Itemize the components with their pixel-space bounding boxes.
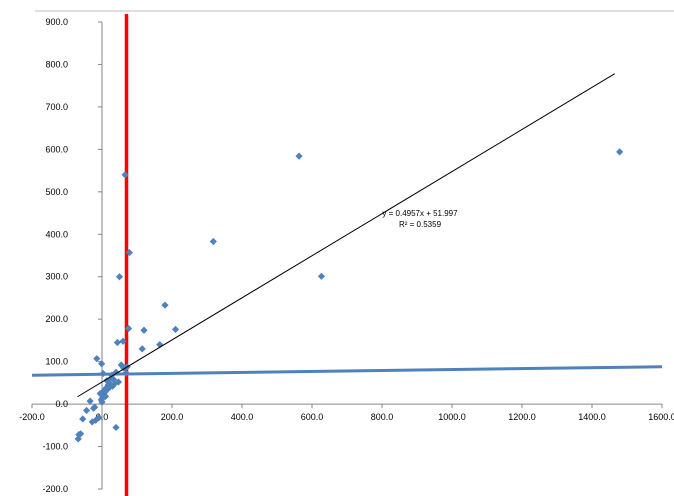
trendline-r-squared: R² = 0.5359 <box>399 220 442 229</box>
data-point <box>317 272 326 280</box>
y-tick-label: 100.0 <box>45 357 68 367</box>
y-tick-label: 900.0 <box>45 17 68 27</box>
data-point <box>125 324 133 333</box>
data-point <box>114 378 123 386</box>
data-point <box>161 301 169 309</box>
data-point <box>95 414 103 422</box>
data-point <box>79 415 87 423</box>
data-point <box>98 398 106 406</box>
data-point <box>113 338 121 347</box>
data-point <box>98 360 106 368</box>
data-point <box>106 383 114 391</box>
x-tick-label: 600.0 <box>301 412 324 422</box>
data-point <box>77 430 85 438</box>
data-point <box>120 364 128 372</box>
x-tick-label: 800.0 <box>371 412 394 422</box>
data-point <box>86 397 94 405</box>
y-tick-label: 700.0 <box>45 102 68 112</box>
blue-horizontal-line <box>31 365 663 377</box>
x-tick-label: 200.0 <box>161 412 184 422</box>
data-point <box>91 403 99 411</box>
data-point <box>119 337 127 345</box>
y-tick-label: -200.0 <box>42 484 68 494</box>
data-point <box>92 416 100 424</box>
data-point <box>83 406 91 415</box>
data-point <box>105 379 113 387</box>
data-point <box>112 368 120 376</box>
data-point <box>616 148 624 156</box>
data-point <box>121 171 129 179</box>
x-tick-label: 0.0 <box>96 412 109 422</box>
data-point <box>115 273 124 281</box>
x-tick-label: -200.0 <box>19 412 45 422</box>
data-point <box>101 392 110 401</box>
data-point <box>96 389 104 398</box>
x-tick-label: 1600.0 <box>648 412 674 422</box>
data-point <box>138 345 146 353</box>
data-point <box>117 361 125 369</box>
y-tick-label: 300.0 <box>45 272 68 282</box>
data-point <box>108 382 117 390</box>
trendline <box>77 73 616 398</box>
x-tick-label: 1000.0 <box>438 412 466 422</box>
data-point <box>101 388 109 396</box>
data-point <box>140 326 148 334</box>
y-tick-label: 500.0 <box>45 187 68 197</box>
data-point <box>107 375 115 383</box>
trendline-equation: y = 0.4957x + 51.997 <box>382 209 458 218</box>
y-tick-label: 200.0 <box>45 314 68 324</box>
data-point <box>295 152 303 160</box>
data-point <box>209 237 217 246</box>
data-point <box>125 248 133 257</box>
x-tick-label: 1400.0 <box>578 412 606 422</box>
y-tick-label: 400.0 <box>45 229 68 239</box>
y-tick-label: -100.0 <box>42 442 68 452</box>
y-tick-label: 800.0 <box>45 59 68 69</box>
data-point <box>111 380 119 388</box>
x-tick-label: 1200.0 <box>508 412 536 422</box>
data-point <box>93 355 101 363</box>
data-point <box>122 369 130 377</box>
data-point <box>112 423 120 432</box>
data-point <box>171 325 180 333</box>
data-point <box>99 369 107 378</box>
y-tick-label: 0.0 <box>55 399 68 409</box>
x-tick-label: 400.0 <box>231 412 254 422</box>
y-tick-label: 600.0 <box>45 144 68 154</box>
